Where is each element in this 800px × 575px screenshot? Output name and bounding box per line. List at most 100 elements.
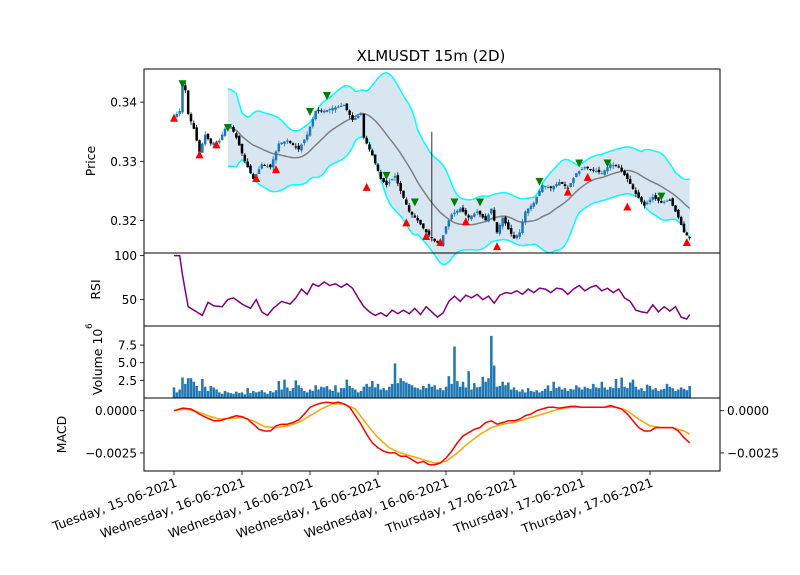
volume-bar — [549, 390, 553, 398]
candle-body — [337, 106, 340, 108]
buy-signal-marker — [493, 242, 501, 251]
candle-body — [356, 115, 360, 119]
candle-body — [249, 165, 252, 174]
candle-body — [348, 110, 351, 115]
volume-bar — [685, 390, 689, 398]
candle-body — [300, 144, 303, 151]
candle-body — [597, 169, 601, 173]
candle-body — [252, 174, 255, 180]
candle-body — [354, 117, 357, 120]
volume-bar — [657, 390, 660, 398]
candle-body — [257, 169, 261, 174]
volume-bar — [543, 388, 547, 398]
volume-bar — [385, 390, 388, 398]
candle-body — [405, 199, 408, 205]
candle-body — [294, 146, 298, 148]
candle-body — [611, 165, 615, 167]
volume-bar — [515, 390, 519, 398]
candle-body — [628, 178, 632, 184]
candle-body — [654, 195, 657, 199]
candle-body — [407, 205, 411, 212]
candle-body — [651, 196, 655, 200]
candle-body — [328, 109, 332, 111]
candle-body — [492, 209, 496, 221]
volume-bar — [269, 390, 272, 398]
volume-bar — [320, 386, 323, 398]
candle-body — [351, 115, 354, 120]
volume-bar — [271, 392, 275, 398]
volume-bar — [212, 387, 215, 398]
volume-bar — [538, 392, 541, 398]
volume-bar — [651, 389, 655, 398]
volume-bar — [286, 387, 289, 398]
volume-bar — [645, 384, 649, 398]
macd-y-left-tick-label: 0.0000 — [95, 404, 137, 418]
candle-body — [484, 216, 487, 221]
volume-bar — [487, 378, 490, 398]
candle-body — [552, 185, 555, 190]
volume-bar — [240, 392, 244, 398]
candle-body — [235, 133, 238, 138]
sell-signal-marker — [178, 80, 187, 89]
volume-bar — [467, 371, 470, 398]
volume-bar — [592, 383, 595, 398]
volume-bar — [498, 386, 502, 398]
volume-bar — [254, 392, 258, 398]
candle-body — [660, 201, 663, 203]
volume-bar — [195, 386, 198, 398]
volume-bar — [405, 382, 408, 398]
volume-bar — [484, 381, 487, 398]
volume-bar — [235, 391, 238, 398]
candle-body — [189, 113, 193, 122]
candle-body — [218, 140, 221, 143]
volume-bar — [674, 390, 677, 398]
candle-body — [376, 164, 380, 172]
candle-body — [515, 235, 519, 239]
candle-body — [631, 184, 635, 189]
volume-bar — [178, 389, 181, 398]
candle-body — [549, 186, 553, 188]
sell-signal-marker — [323, 92, 331, 101]
volume-bar — [192, 381, 196, 398]
volume-bar — [314, 385, 317, 398]
volume-bar — [328, 389, 332, 398]
price-panel: 0.32 0.33 0.34 Price — [83, 68, 721, 266]
candle-body — [305, 134, 309, 140]
volume-bar — [492, 365, 496, 398]
buy-signal-marker — [623, 202, 632, 211]
volume-bar — [402, 381, 405, 398]
candle-body — [203, 134, 207, 145]
volume-bar — [393, 363, 397, 398]
sell-signal-marker — [410, 198, 419, 207]
candle-body — [620, 167, 623, 172]
candle-body — [521, 221, 524, 234]
candle-body — [606, 167, 609, 172]
volume-bar — [325, 386, 329, 398]
volume-bar — [388, 386, 391, 398]
volume-bar — [631, 379, 635, 398]
candle-body — [322, 111, 326, 113]
candle-body — [637, 192, 640, 198]
volume-bar — [648, 386, 652, 398]
volume-bar — [263, 392, 266, 398]
volume-bar — [416, 388, 419, 398]
volume-bar — [288, 390, 292, 398]
volume-bar — [331, 390, 334, 398]
candle-body — [575, 173, 578, 178]
candle-body — [569, 182, 572, 188]
candle-body — [263, 165, 266, 167]
candle-body — [184, 85, 187, 91]
candle-body — [379, 171, 383, 180]
volume-bar — [620, 377, 623, 398]
volume-bar — [218, 392, 221, 398]
candle-body — [543, 185, 547, 187]
volume-bar — [600, 381, 604, 398]
candle-body — [311, 118, 315, 127]
volume-bar — [546, 385, 550, 398]
volume-bar — [226, 392, 230, 398]
candle-body — [643, 201, 646, 206]
buy-signal-marker — [422, 232, 431, 241]
volume-bar — [303, 390, 306, 398]
candle-body — [526, 208, 530, 214]
